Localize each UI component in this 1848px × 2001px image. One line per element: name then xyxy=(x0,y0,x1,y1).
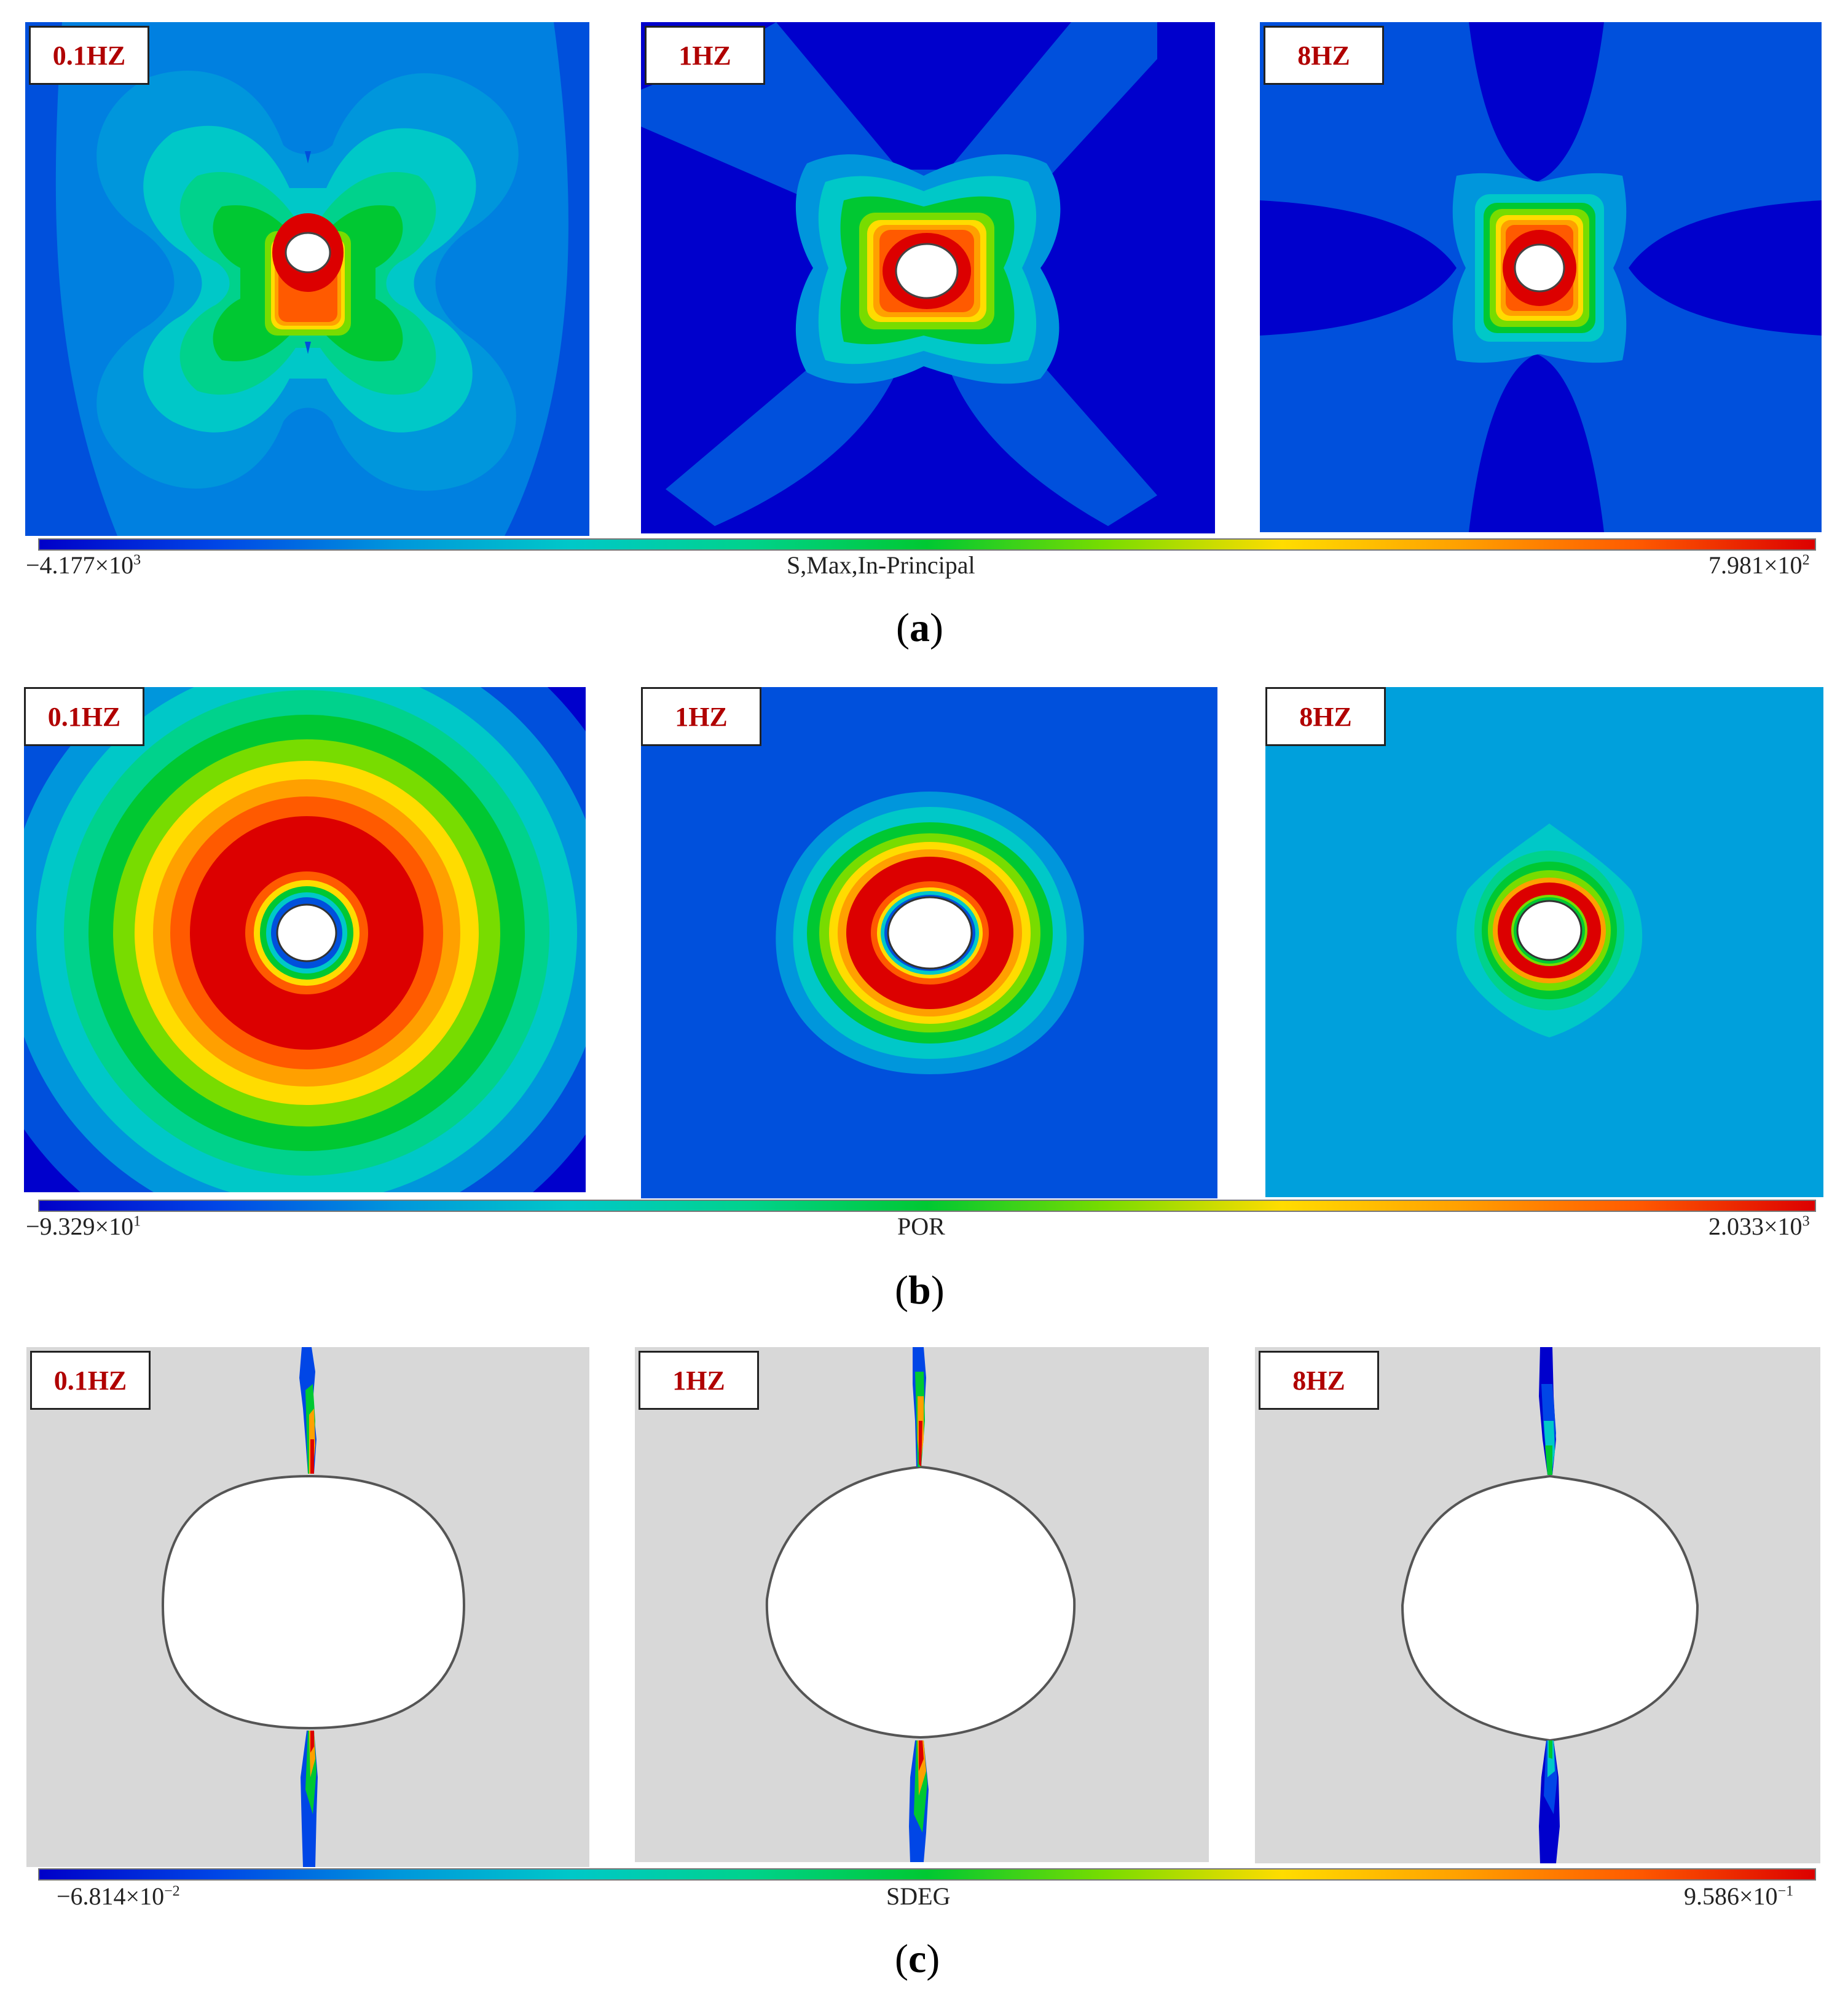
stress-contour-1hz xyxy=(641,22,1215,533)
pore-colorbar xyxy=(38,1200,1816,1212)
pore-contour-8hz xyxy=(1265,687,1823,1197)
frequency-label-8hz: 8HZ xyxy=(1264,26,1384,85)
pore-panel-8hz: 8HZ xyxy=(1265,687,1823,1197)
pore-colorbar-max: 2.033×103 xyxy=(1708,1213,1810,1240)
stress-colorbar-min: −4.177×103 xyxy=(26,551,141,579)
pore-label-8hz: 8HZ xyxy=(1265,687,1386,746)
subfigure-label-c: (c) xyxy=(895,1936,940,1981)
damage-colorbar-title: SDEG xyxy=(886,1882,951,1910)
pore-panel-0.1hz: 0.1HZ xyxy=(24,687,586,1192)
pore-label-1hz: 1HZ xyxy=(641,687,761,746)
damage-panel-1hz: 1HZ xyxy=(635,1347,1209,1862)
damage-field-8hz xyxy=(1255,1347,1820,1863)
damage-colorbar xyxy=(38,1868,1816,1881)
stress-colorbar xyxy=(38,538,1816,551)
damage-label-8hz: 8HZ xyxy=(1259,1351,1379,1410)
frequency-label-1hz: 1HZ xyxy=(645,26,765,85)
stress-colorbar-title: S,Max,In-Principal xyxy=(787,551,975,579)
damage-colorbar-max: 9.586×10−1 xyxy=(1684,1882,1794,1910)
damage-field-0.1hz xyxy=(26,1347,589,1867)
pore-panel-1hz: 1HZ xyxy=(641,687,1217,1198)
stress-contour-8hz xyxy=(1260,22,1822,532)
stress-panel-0.1hz: 0.1HZ xyxy=(25,22,589,536)
subfigure-label-a: (a) xyxy=(896,605,943,650)
damage-label-0.1hz: 0.1HZ xyxy=(30,1351,151,1410)
pore-colorbar-title: POR xyxy=(897,1213,945,1240)
damage-label-1hz: 1HZ xyxy=(639,1351,759,1410)
stress-colorbar-max: 7.981×102 xyxy=(1708,551,1810,579)
damage-panel-0.1hz: 0.1HZ xyxy=(26,1347,589,1867)
pore-contour-0.1hz xyxy=(24,687,586,1192)
pore-colorbar-min: −9.329×101 xyxy=(26,1213,141,1240)
damage-panel-8hz: 8HZ xyxy=(1255,1347,1820,1863)
stress-panel-1hz: 1HZ xyxy=(641,22,1215,533)
pore-contour-1hz xyxy=(641,687,1217,1198)
damage-colorbar-min: −6.814×10−2 xyxy=(57,1882,180,1910)
pore-label-0.1hz: 0.1HZ xyxy=(24,687,144,746)
frequency-label-0.1hz: 0.1HZ xyxy=(29,26,149,85)
stress-contour-0.1hz xyxy=(25,22,589,536)
subfigure-label-b: (b) xyxy=(895,1268,945,1313)
damage-field-1hz xyxy=(635,1347,1209,1862)
stress-panel-8hz: 8HZ xyxy=(1260,22,1822,532)
